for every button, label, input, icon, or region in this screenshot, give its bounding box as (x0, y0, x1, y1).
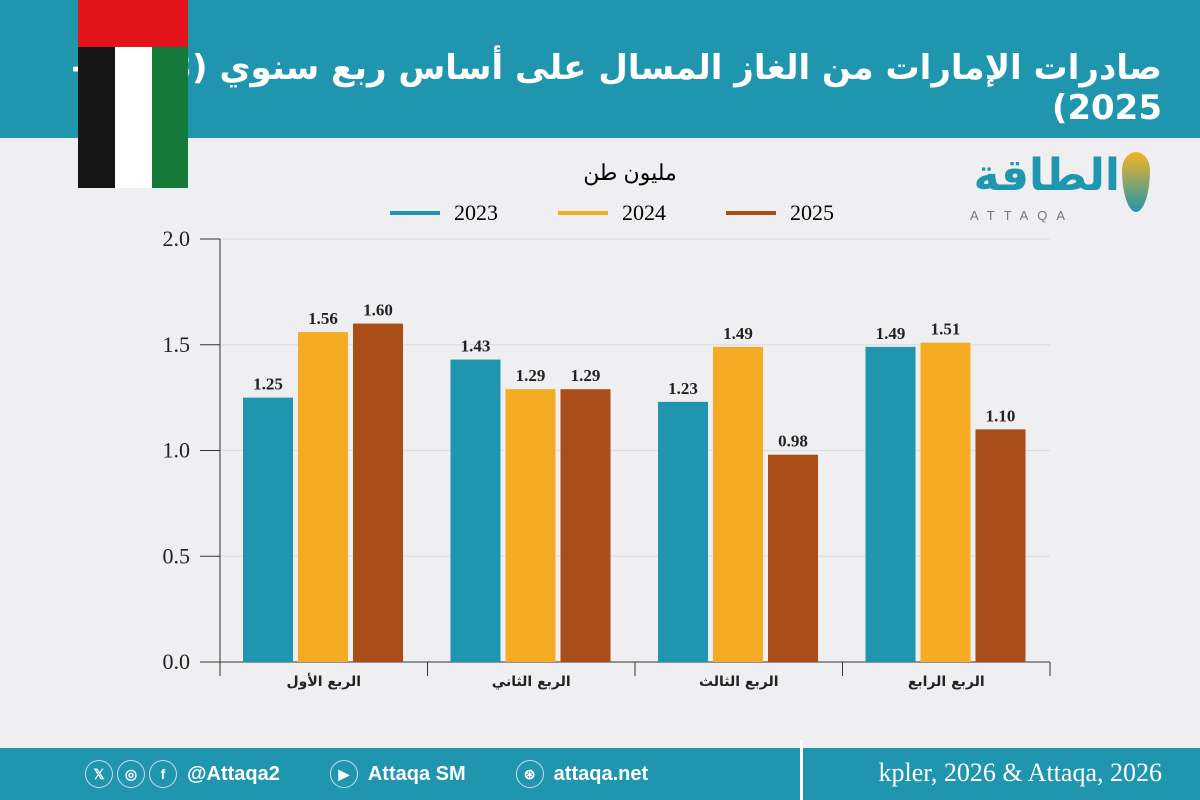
data-label: 0.98 (778, 432, 808, 451)
legend-item-2024: 2024 (558, 200, 666, 226)
attaqa-logo: الطاقة ATTAQA (960, 150, 1160, 230)
data-label: 1.49 (876, 324, 906, 343)
x-icon[interactable]: 𝕏 (85, 760, 113, 788)
bar-2025 (768, 454, 818, 662)
legend-item-2025: 2025 (726, 200, 834, 226)
bar-2023 (658, 401, 708, 662)
youtube-icon[interactable]: ▶ (329, 760, 358, 788)
y-tick-label: 0.0 (163, 649, 191, 674)
y-tick-label: 0.5 (163, 543, 191, 568)
bar-2025 (560, 389, 611, 662)
x-tick-label: الربع الرابع (908, 674, 985, 690)
legend: 2023 2024 2025 (390, 200, 834, 226)
data-label: 1.43 (461, 337, 491, 356)
bar-2024 (713, 346, 763, 662)
x-tick-label: الربع الأول (286, 673, 361, 690)
bar-2023 (450, 359, 501, 662)
bar-2023 (865, 346, 916, 662)
bar-2025 (353, 323, 403, 662)
data-label: 1.60 (363, 301, 393, 320)
bar-2024 (298, 332, 348, 662)
data-label: 1.29 (516, 366, 546, 385)
footer (0, 748, 1200, 800)
instagram-icon[interactable]: ◎ (117, 760, 145, 788)
social-links: 𝕏 ◎ f @Attaqa2 ▶ Attaqa SM ⊛ attaqa.net (85, 760, 648, 788)
social-handle[interactable]: @Attaqa2 (187, 762, 280, 785)
source-text: kpler, 2026 & Attaqa, 2026 (878, 758, 1162, 787)
data-label: 1.10 (986, 406, 1016, 425)
bar-2023 (243, 397, 293, 662)
y-tick-label: 1.0 (163, 438, 191, 463)
header-band (0, 0, 1200, 138)
x-tick-label: الربع الثالث (699, 674, 779, 690)
bar-2024 (505, 389, 556, 662)
youtube-link[interactable]: Attaqa SM (367, 762, 466, 785)
unit-label: مليون طن (583, 160, 677, 185)
data-label: 1.25 (253, 375, 283, 394)
x-tick-label: الربع الثاني (492, 674, 571, 690)
y-tick-label: 2.0 (163, 226, 191, 251)
y-tick-label: 1.5 (163, 332, 191, 357)
data-label: 1.29 (571, 366, 601, 385)
facebook-icon[interactable]: f (149, 760, 177, 788)
data-label: 1.51 (931, 320, 961, 339)
footer-divider (800, 740, 803, 800)
legend-item-2023: 2023 (390, 200, 498, 226)
data-label: 1.23 (668, 379, 698, 398)
uae-flag (78, 0, 188, 188)
globe-icon[interactable]: ⊛ (515, 760, 544, 788)
data-label: 1.56 (308, 309, 338, 328)
bar-2025 (975, 429, 1026, 662)
bar-2024 (920, 342, 971, 662)
data-label: 1.49 (723, 324, 753, 343)
website-link[interactable]: attaqa.net (553, 762, 649, 785)
bar-chart: 0.0 0.5 1.0 1.5 2.0 1.25 1.56 1.60 الربع الأول 1.… (163, 226, 1051, 690)
